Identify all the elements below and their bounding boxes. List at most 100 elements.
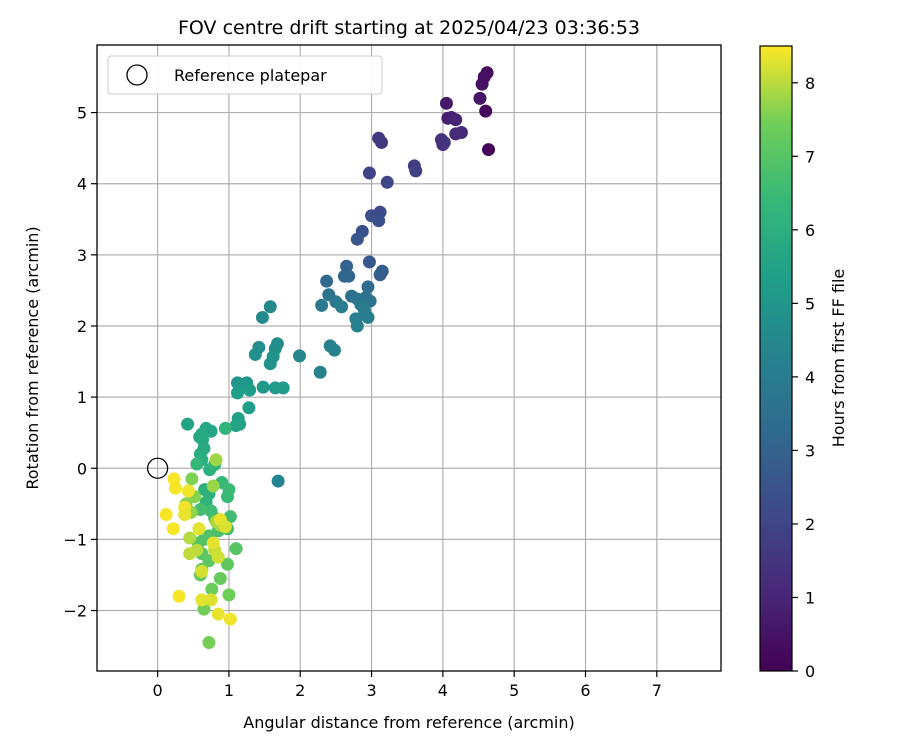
- legend-marker: [126, 64, 148, 86]
- y-tick-label: 2: [77, 317, 87, 336]
- data-point: [372, 214, 386, 228]
- colorbar-gradient: [759, 45, 793, 672]
- data-point: [209, 453, 223, 467]
- data-point: [221, 557, 235, 571]
- data-point: [159, 508, 173, 521]
- x-tick-label: 3: [366, 681, 376, 700]
- data-point: [361, 280, 375, 294]
- data-point: [313, 365, 327, 379]
- x-tick-label: 0: [153, 681, 163, 700]
- data-point: [229, 542, 243, 556]
- colorbar-tick-label: 7: [805, 147, 815, 166]
- data-point: [183, 547, 197, 561]
- data-point: [204, 593, 218, 607]
- x-tick-label: 2: [295, 681, 305, 700]
- data-point: [229, 419, 243, 433]
- colorbar-tick-label: 8: [805, 74, 815, 93]
- data-point: [192, 522, 206, 536]
- data-point: [449, 127, 463, 141]
- data-point: [181, 417, 195, 431]
- data-point: [202, 636, 216, 650]
- y-tick-label: 1: [77, 388, 87, 407]
- data-point: [211, 550, 225, 564]
- y-tick-label: 4: [77, 175, 87, 194]
- data-point: [166, 522, 180, 536]
- data-point: [195, 593, 209, 607]
- x-tick-label: 6: [580, 681, 590, 700]
- y-tick-label: −1: [63, 530, 87, 549]
- data-point: [256, 380, 270, 394]
- data-point: [213, 572, 227, 586]
- colorbar-tick-label: 4: [805, 368, 815, 387]
- colorbar-tick-label: 1: [805, 588, 815, 607]
- data-point: [190, 457, 204, 471]
- data-point: [337, 269, 351, 283]
- colorbar-ticks: 0 1 2 3 4 5 6 7 8: [792, 74, 815, 681]
- legend: Reference platepar: [107, 55, 383, 95]
- data-point: [350, 232, 364, 246]
- data-point: [380, 175, 394, 189]
- data-point: [362, 255, 376, 269]
- x-tick-label: 1: [224, 681, 234, 700]
- data-point: [409, 164, 423, 178]
- data-point: [475, 77, 489, 91]
- colorbar-tick-label: 6: [805, 221, 815, 240]
- data-point: [479, 104, 493, 118]
- data-point: [375, 135, 389, 149]
- grid: [97, 45, 721, 671]
- data-point: [340, 259, 354, 273]
- data-point: [482, 143, 496, 157]
- data-point: [362, 166, 376, 180]
- data-point: [335, 300, 349, 314]
- data-point: [206, 479, 220, 493]
- plot-frame: [96, 44, 722, 672]
- data-point: [183, 531, 197, 545]
- y-tick-label: 3: [77, 246, 87, 265]
- data-point: [315, 298, 329, 312]
- y-axis-label: Rotation from reference (arcmin): [23, 226, 42, 489]
- data-point: [185, 472, 199, 486]
- data-point: [172, 589, 186, 603]
- x-axis-label: Angular distance from reference (arcmin): [243, 713, 574, 732]
- data-point: [327, 343, 341, 357]
- y-tick-label: 0: [77, 459, 87, 478]
- colorbar: 0 1 2 3 4 5 6 7 8 Hours from first FF file: [759, 45, 848, 681]
- data-point: [206, 536, 220, 550]
- x-tick-label: 7: [652, 681, 662, 700]
- y-tick-label: 5: [77, 104, 87, 123]
- y-tick-label: −2: [63, 602, 87, 621]
- data-point: [361, 310, 375, 324]
- data-point: [473, 91, 487, 105]
- legend-entry-reference: Reference platepar: [174, 66, 327, 85]
- data-point: [293, 349, 307, 363]
- data-point: [218, 520, 232, 534]
- colorbar-tick-label: 2: [805, 515, 815, 534]
- data-point: [230, 386, 244, 400]
- data-point: [222, 588, 236, 602]
- x-tick-label: 5: [509, 681, 519, 700]
- data-point: [178, 508, 192, 521]
- data-point: [439, 96, 453, 110]
- data-point: [167, 472, 181, 486]
- data-point: [449, 113, 463, 127]
- chart-title: FOV centre drift starting at 2025/04/23 …: [178, 17, 640, 39]
- data-point: [223, 612, 237, 626]
- reference-marker: [146, 457, 169, 479]
- colorbar-tick-label: 0: [805, 662, 815, 681]
- data-point: [263, 300, 277, 314]
- data-point: [276, 381, 290, 395]
- data-point: [271, 474, 285, 488]
- data-point: [263, 357, 277, 371]
- data-point: [181, 484, 195, 498]
- data-point: [205, 582, 219, 596]
- data-point: [211, 607, 225, 621]
- x-tick-label: 4: [438, 681, 448, 700]
- data-points: [146, 66, 496, 650]
- colorbar-label: Hours from first FF file: [829, 269, 848, 448]
- data-point: [248, 347, 262, 361]
- data-point: [320, 274, 334, 288]
- data-point: [195, 564, 209, 578]
- data-point: [255, 310, 269, 324]
- data-point: [350, 319, 364, 333]
